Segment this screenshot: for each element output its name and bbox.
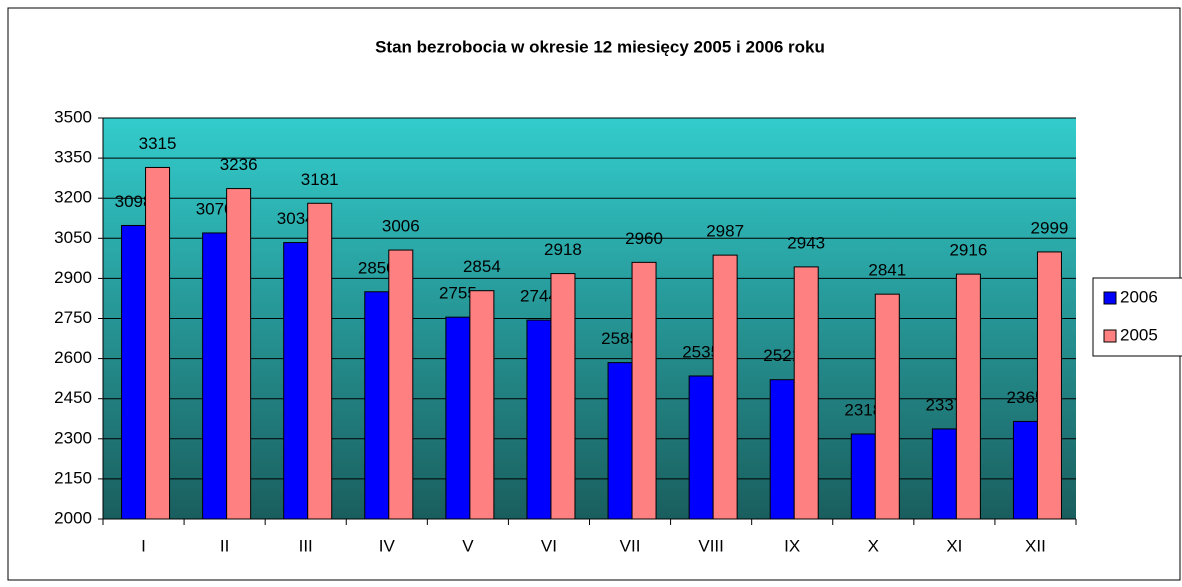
x-tick-label: III <box>299 536 313 555</box>
data-label: 2365 <box>1007 388 1045 407</box>
y-tick-label: 2450 <box>54 388 92 407</box>
bar <box>226 188 252 520</box>
x-tick-label: VI <box>541 536 557 555</box>
legend-swatch <box>1103 329 1117 343</box>
data-label: 2960 <box>625 229 663 248</box>
bar <box>526 319 552 520</box>
bar <box>955 273 981 520</box>
bar <box>121 224 147 520</box>
bar <box>688 375 714 520</box>
legend-label: 2005 <box>1120 325 1158 344</box>
x-tick-label: IX <box>784 536 800 555</box>
bar <box>550 273 576 520</box>
y-tick-label: 2300 <box>54 428 92 447</box>
data-label: 3006 <box>382 217 420 236</box>
x-tick-label: I <box>141 536 146 555</box>
x-tick-label: V <box>462 536 474 555</box>
bar <box>445 316 471 520</box>
data-label: 2918 <box>544 240 582 259</box>
x-tick-label: II <box>220 536 229 555</box>
bar <box>607 362 633 520</box>
data-label: 2854 <box>463 257 501 276</box>
data-label: 2318 <box>844 400 882 419</box>
data-label: 3181 <box>301 170 339 189</box>
x-tick-label: X <box>868 536 879 555</box>
data-label: 2535 <box>682 342 720 361</box>
data-label: 2755 <box>439 284 477 303</box>
bar <box>388 249 414 520</box>
y-tick-label: 2750 <box>54 308 92 327</box>
bar <box>145 166 171 520</box>
bar <box>631 261 657 520</box>
bar <box>931 428 957 520</box>
x-tick-label: IV <box>379 536 396 555</box>
chart-title: Stan bezrobocia w okresie 12 miesięcy 20… <box>375 37 825 56</box>
bar <box>712 254 738 520</box>
legend-label: 2006 <box>1120 287 1158 306</box>
bar <box>283 242 309 520</box>
legend-swatch <box>1103 291 1117 305</box>
data-label: 2987 <box>706 222 744 241</box>
x-tick-label: VIII <box>698 536 724 555</box>
x-tick-label: XI <box>946 536 962 555</box>
x-tick-label: XII <box>1025 536 1046 555</box>
data-label: 2841 <box>868 261 906 280</box>
y-tick-label: 2000 <box>54 508 92 527</box>
data-label: 2585 <box>601 329 639 348</box>
y-tick-label: 3050 <box>54 228 92 247</box>
bar <box>769 379 795 520</box>
x-tick-label: VII <box>620 536 641 555</box>
y-tick-label: 2150 <box>54 468 92 487</box>
data-label: 2744 <box>520 287 558 306</box>
data-label: 2943 <box>787 233 825 252</box>
bar <box>469 290 495 520</box>
y-tick-label: 3350 <box>54 148 92 167</box>
data-label: 3034 <box>277 209 315 228</box>
bar <box>793 266 819 520</box>
data-label: 2916 <box>949 241 987 260</box>
bar <box>874 293 900 520</box>
data-label: 3098 <box>115 192 153 211</box>
data-label: 3315 <box>139 134 177 153</box>
y-tick-label: 3500 <box>54 107 92 126</box>
data-label: 3070 <box>196 199 234 218</box>
legend-box <box>1092 277 1182 357</box>
data-label: 2521 <box>763 346 801 365</box>
bar <box>307 202 333 520</box>
data-label: 2999 <box>1031 218 1069 237</box>
bar <box>850 433 876 520</box>
y-tick-label: 2600 <box>54 348 92 367</box>
bar <box>364 291 390 520</box>
data-label: 2337 <box>925 395 963 414</box>
bar <box>1012 420 1038 520</box>
y-tick-label: 2900 <box>54 268 92 287</box>
data-label: 2850 <box>358 258 396 277</box>
data-label: 3236 <box>220 155 258 174</box>
y-tick-label: 3200 <box>54 188 92 207</box>
bar <box>1036 251 1062 520</box>
bar <box>202 232 228 520</box>
